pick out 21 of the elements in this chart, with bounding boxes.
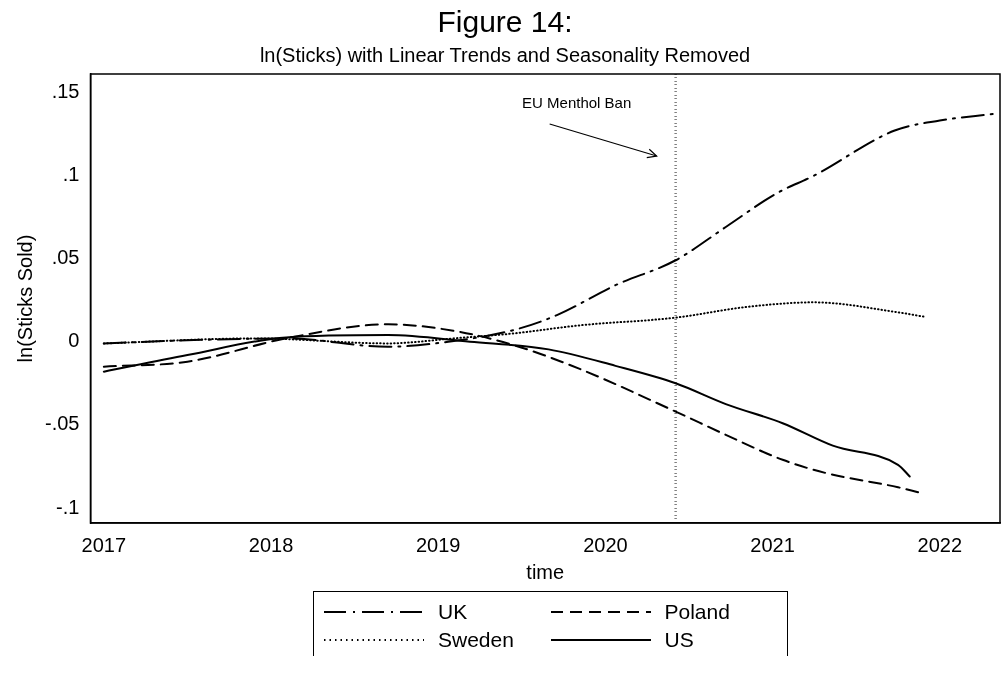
- y-tick-label: -.05: [44, 412, 80, 435]
- y-tick-label: -.1: [56, 495, 80, 518]
- chart-title: Figure 14:: [437, 5, 573, 39]
- x-tick-label: 2018: [248, 533, 294, 556]
- legend-label: Poland: [664, 600, 730, 624]
- y-tick-label: 0: [68, 329, 80, 352]
- y-tick-label: .05: [51, 246, 80, 269]
- y-tick-label: .15: [51, 79, 80, 102]
- y-tick-label: .1: [62, 162, 80, 185]
- y-axis-title: ln(Sticks Sold): [13, 234, 36, 363]
- x-tick-label: 2022: [917, 533, 963, 556]
- x-tick-label: 2017: [81, 533, 127, 556]
- legend-label: UK: [438, 600, 468, 624]
- legend-label: US: [664, 628, 694, 652]
- chart-subtitle: ln(Sticks) with Linear Trends and Seasonality Removed: [259, 43, 751, 66]
- ref-line-label: EU Menthol Ban: [522, 94, 632, 112]
- x-tick-label: 2020: [583, 533, 628, 556]
- x-tick-label: 2021: [750, 533, 795, 556]
- legend-label: Sweden: [438, 628, 514, 652]
- x-axis-title: time: [526, 560, 565, 583]
- x-tick-label: 2019: [415, 533, 461, 556]
